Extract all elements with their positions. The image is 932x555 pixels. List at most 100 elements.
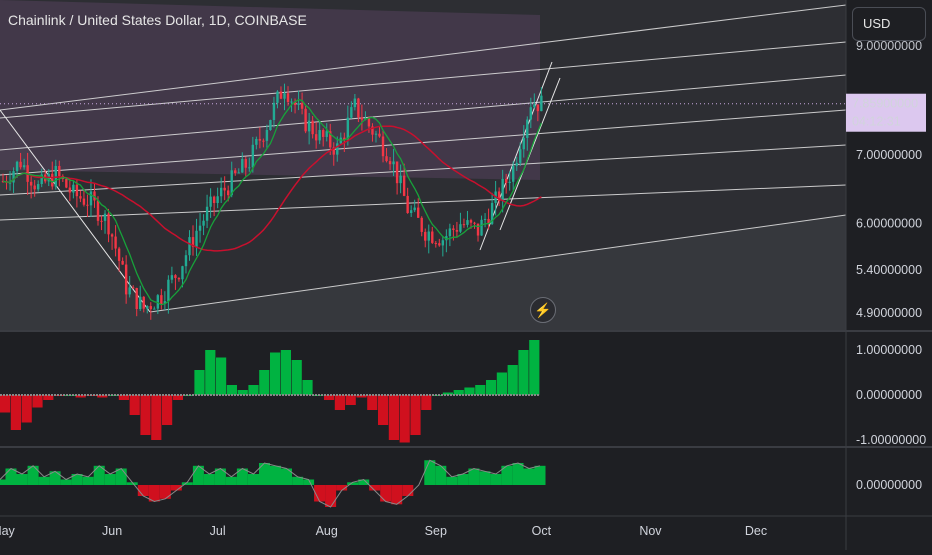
histogram-layer [0, 340, 540, 443]
candle-body [167, 279, 170, 302]
candle-body [476, 223, 480, 236]
candle-body [540, 95, 543, 112]
histogram-bar [43, 395, 54, 400]
candle-body [100, 220, 103, 222]
candle-body [346, 117, 350, 140]
candle-body [121, 260, 124, 265]
candle-body [360, 117, 364, 120]
histogram-bar [388, 395, 399, 440]
candle-body [483, 218, 487, 220]
candle-body [409, 210, 413, 213]
candle-body [36, 184, 40, 190]
histogram-axis-label: 0.00000000 [856, 388, 922, 402]
histogram-bar [194, 370, 205, 395]
last-price-value: 7.85900000 [852, 97, 918, 111]
candle-body [33, 185, 36, 190]
candle-body [332, 147, 335, 155]
candle-body [357, 98, 360, 118]
histogram-bar [399, 395, 410, 443]
candles-layer [1, 83, 543, 320]
histogram-bar [172, 395, 183, 400]
background-layer [0, 0, 846, 330]
last-price-badge [846, 93, 926, 132]
candle-body [504, 178, 508, 183]
candle-body [177, 278, 181, 280]
candle-body [255, 138, 258, 145]
candle-body [519, 149, 522, 163]
histogram-bar [334, 395, 345, 410]
candle-body [417, 207, 420, 218]
time-axis-label: Jun [102, 524, 122, 538]
channel-line [0, 184, 847, 221]
candle-body [230, 170, 233, 196]
histogram-bar [248, 385, 259, 395]
currency-button[interactable]: USD [852, 7, 926, 41]
histogram-bar [421, 395, 432, 410]
candle-body [160, 295, 163, 305]
channel-line [0, 109, 847, 176]
histogram-bar [129, 395, 140, 415]
histogram-bar [226, 385, 237, 395]
time-axis-label: Nov [639, 524, 662, 538]
histogram-bar [378, 395, 389, 425]
candle-body [311, 120, 314, 135]
candle-body [237, 172, 240, 174]
candle-body [536, 104, 540, 112]
candle-body [304, 108, 307, 132]
histogram-bar [496, 372, 507, 395]
histogram-bar [183, 395, 194, 396]
channel-line [0, 144, 847, 196]
candle-body [82, 198, 86, 205]
candle-body [248, 167, 251, 169]
candle-body [424, 231, 427, 241]
histogram-bar [75, 395, 86, 398]
candle-body [65, 179, 68, 188]
candle-body [103, 213, 107, 221]
histogram-bar [32, 395, 43, 408]
candle-body [234, 170, 237, 174]
candle-body [406, 195, 409, 213]
candle-body [466, 220, 469, 225]
candle-body [128, 287, 131, 295]
candle-body [441, 240, 445, 246]
candle-body [265, 129, 269, 141]
candle-body [212, 196, 216, 203]
symbol-title: Chainlink / United States Dollar, 1D, CO… [8, 12, 307, 28]
candle-body [226, 190, 230, 196]
candle-body [276, 91, 279, 103]
channel-line [149, 214, 847, 313]
lightning-icon[interactable]: ⚡ [530, 297, 556, 323]
candle-body [149, 306, 152, 310]
candle-body [124, 264, 128, 295]
candle-body [385, 156, 388, 162]
candle-body [40, 174, 43, 185]
histogram-bar [270, 352, 281, 395]
candle-body [367, 118, 371, 127]
countdown-value: 04:12:31 [852, 115, 901, 129]
histogram-bar [97, 395, 108, 398]
candle-body [452, 228, 455, 231]
histogram-bar [410, 395, 421, 435]
candle-body [290, 101, 293, 103]
channel-line [0, 74, 847, 151]
candle-body [325, 131, 328, 137]
histogram-bar [486, 380, 497, 395]
oscillator-axis-label: 0.00000000 [856, 478, 922, 492]
candle-body [497, 191, 501, 201]
histogram-bar [302, 380, 313, 395]
price-axis-label-partial: 9.00000000 [856, 39, 922, 53]
candle-body [420, 217, 423, 232]
candle-body [431, 231, 434, 243]
candle-body [300, 103, 304, 109]
candle-body [395, 161, 399, 184]
candle-body [381, 136, 385, 157]
candle-body [329, 131, 332, 148]
histogram-bar [259, 370, 270, 395]
sma-red-line [2, 125, 542, 252]
histogram-bar [151, 395, 162, 440]
histogram-bar [345, 395, 356, 405]
candle-body [522, 137, 525, 150]
